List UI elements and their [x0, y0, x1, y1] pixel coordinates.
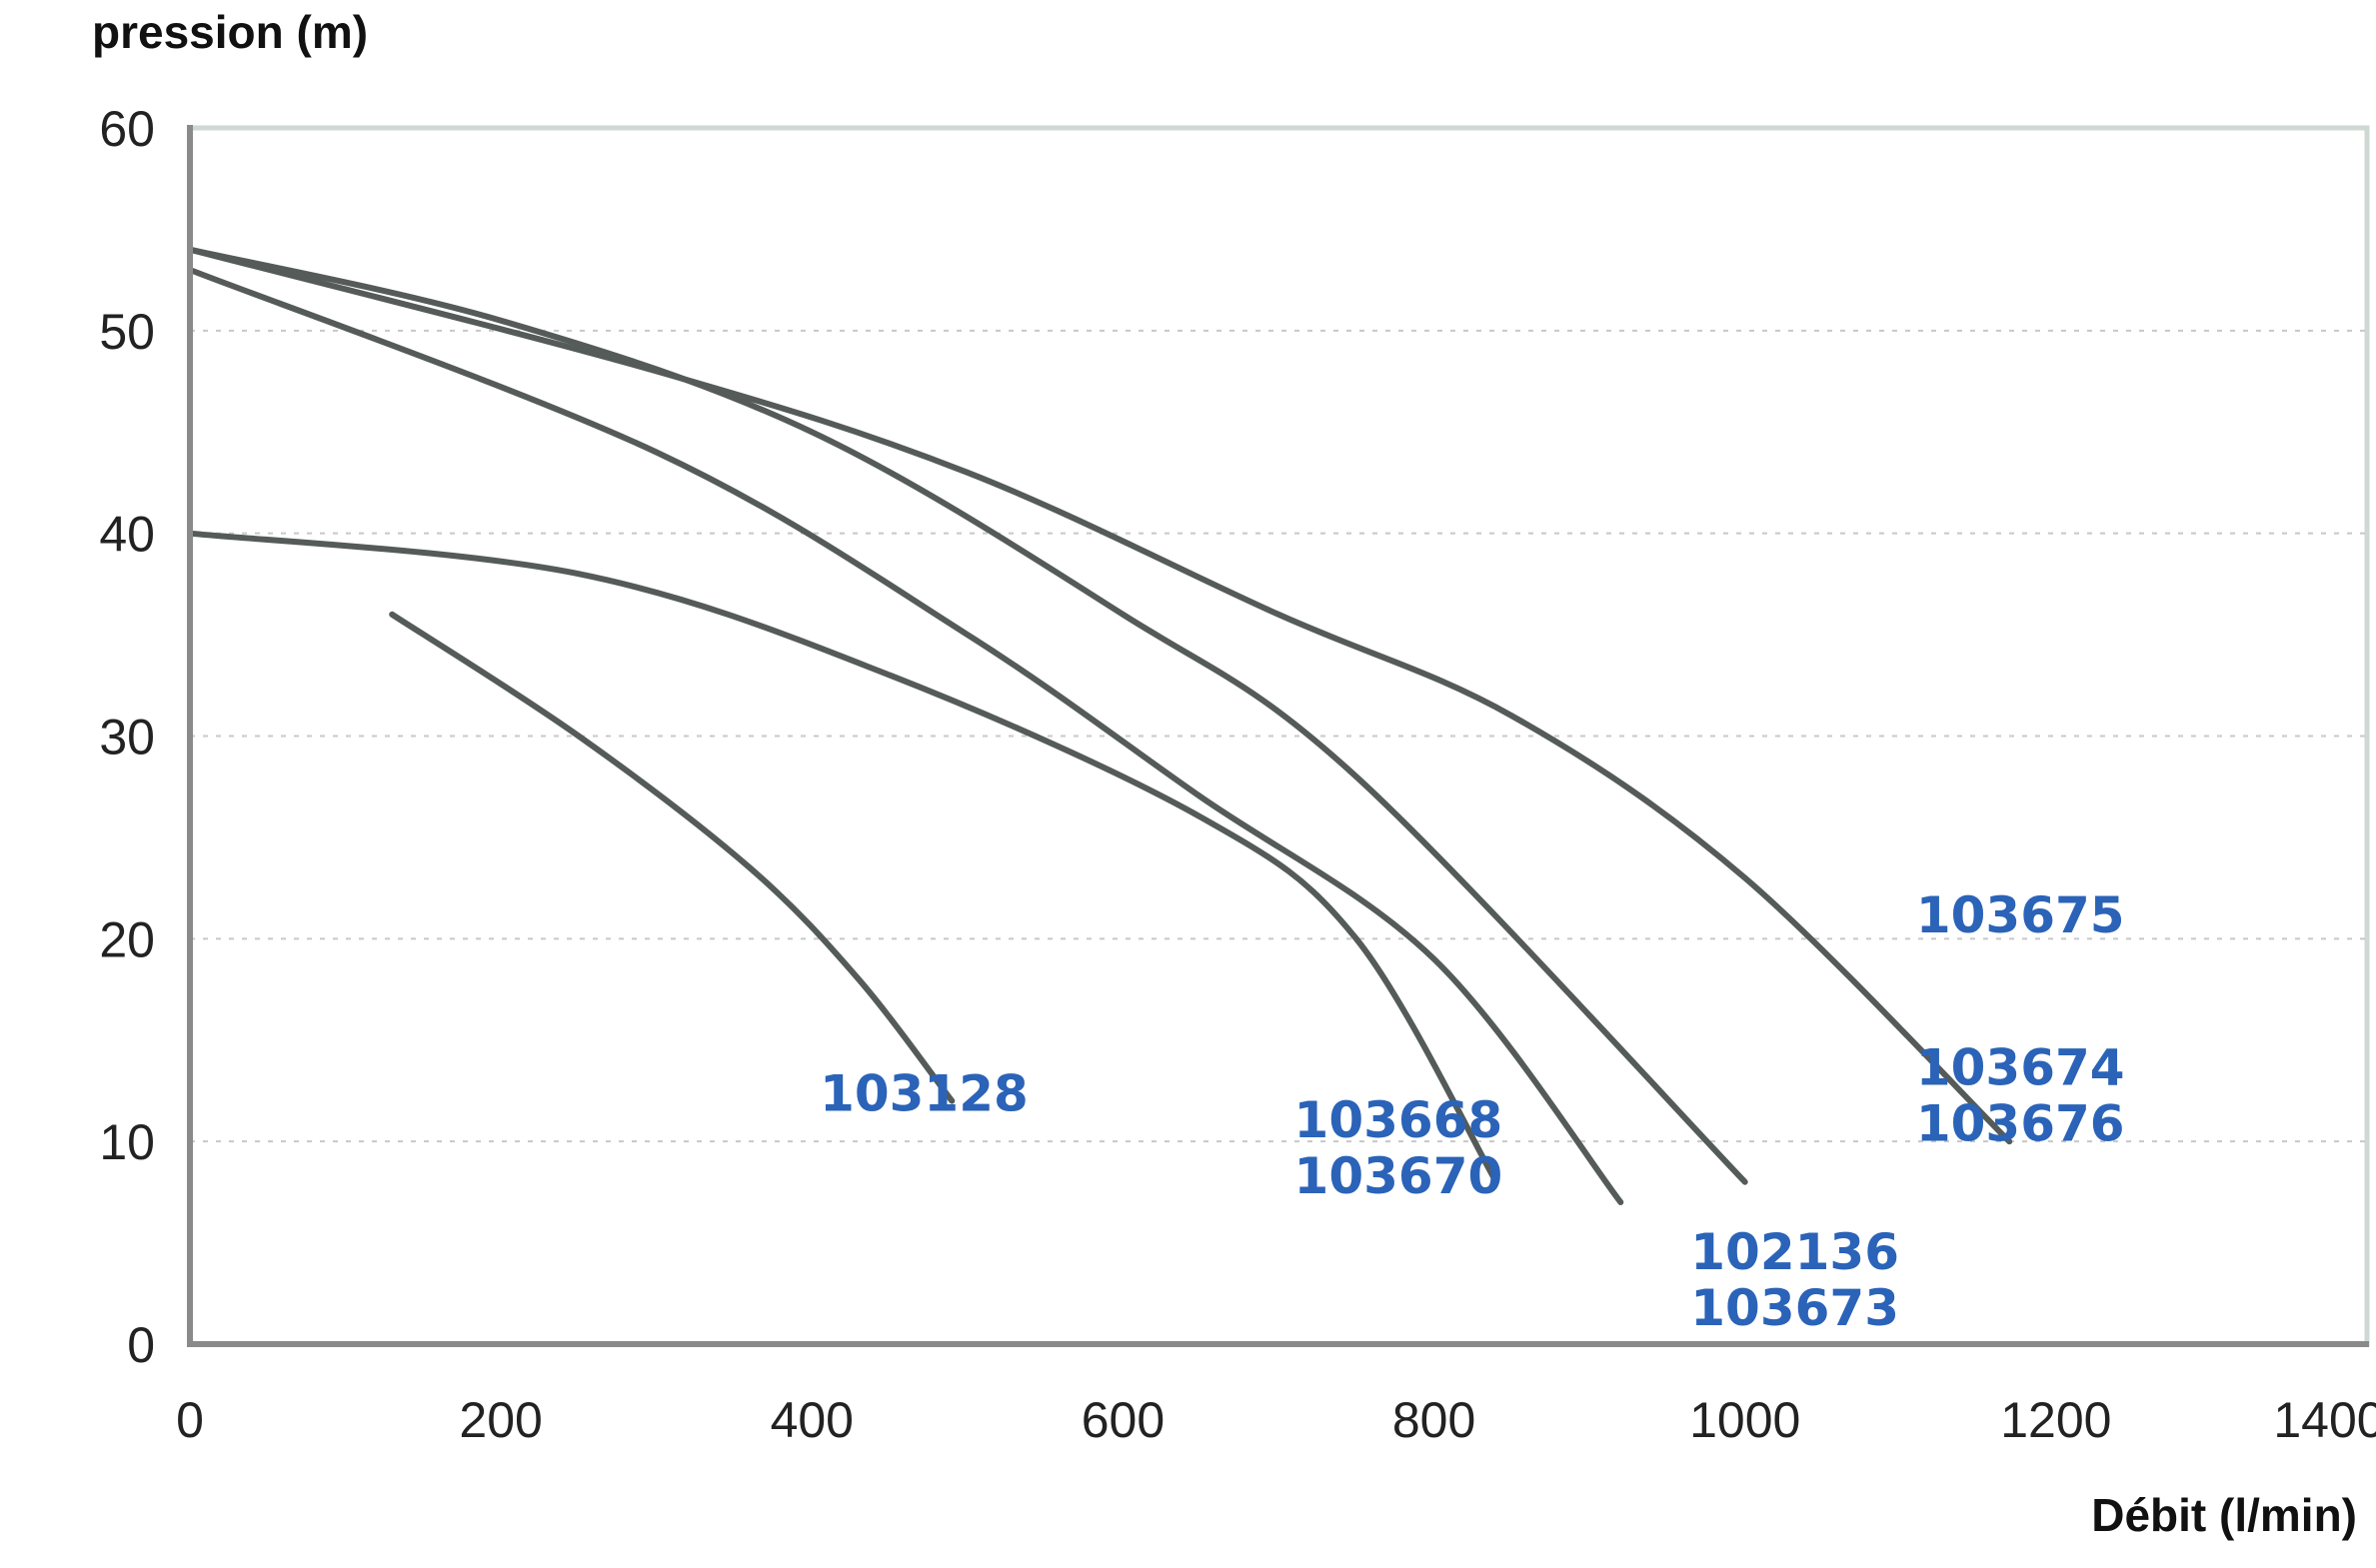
- x-axis-title: Débit (l/min): [2091, 1489, 2357, 1541]
- x-tick-label: 1400: [2273, 1392, 2376, 1448]
- curve-103128: [389, 611, 956, 1104]
- y-tick-label: 10: [99, 1114, 155, 1170]
- x-tick-labels: 0 200 400 600 800 1000 1200 1400: [176, 1392, 2376, 1448]
- curve-103674-103676: [187, 246, 1748, 1185]
- series-label-103674-103676: 103674 103676: [1916, 1038, 2125, 1152]
- x-tick-label: 800: [1392, 1392, 1475, 1448]
- x-tick-label: 0: [176, 1392, 204, 1448]
- y-tick-label: 20: [99, 911, 155, 967]
- curve-103675: [187, 246, 2013, 1145]
- y-tick-label: 40: [99, 507, 155, 563]
- y-tick-labels: 0 10 20 30 40 50 60: [99, 101, 155, 1373]
- series-label-103668-103670: 103668 103670: [1294, 1091, 1503, 1205]
- x-tick-label: 400: [771, 1392, 854, 1448]
- y-tick-label: 50: [99, 304, 155, 360]
- x-tick-label: 600: [1082, 1392, 1165, 1448]
- x-tick-label: 1000: [1689, 1392, 1800, 1448]
- curve-103668-103670: [187, 530, 1499, 1185]
- x-tick-label: 200: [459, 1392, 542, 1448]
- y-tick-label: 0: [127, 1317, 155, 1373]
- axes: [187, 125, 2369, 1347]
- series-label-102136-103673: 102136 103673: [1690, 1223, 1899, 1337]
- curve-102136-103673: [187, 267, 1624, 1205]
- plot-area: [187, 125, 2370, 1347]
- y-axis-title: pression (m): [92, 6, 368, 58]
- series-label-103128: 103128: [820, 1065, 1029, 1123]
- series-label-103675: 103675: [1916, 886, 2125, 944]
- curves: [187, 246, 2013, 1205]
- y-tick-label: 60: [99, 101, 155, 157]
- x-tick-label: 1200: [2000, 1392, 2111, 1448]
- y-tick-label: 30: [99, 710, 155, 766]
